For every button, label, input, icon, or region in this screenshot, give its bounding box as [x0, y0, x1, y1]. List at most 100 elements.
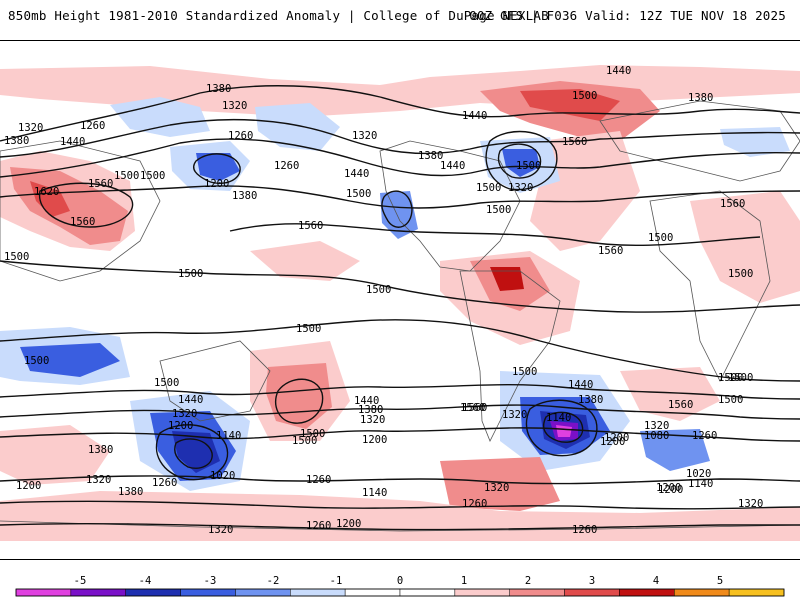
contour-label: 1500 [154, 377, 179, 389]
contour-label: 1560 [668, 399, 693, 411]
contour-label: 1200 [658, 484, 683, 496]
contour-label: 1320 [172, 408, 197, 420]
contour-label: 1200 [604, 432, 629, 444]
contour-label: 1500 [114, 170, 139, 182]
contour-low-hudson-outer [485, 130, 558, 191]
contour-label: 1500 [300, 428, 325, 440]
contour-label: 1440 [178, 394, 203, 406]
contour-label: 1200 [168, 420, 193, 432]
legend-color-bin [344, 588, 401, 597]
contour-label: 1500 [718, 394, 743, 406]
legend-tick: 4 [653, 575, 659, 587]
contour-label: 1200 [600, 436, 625, 448]
legend-color-bin [728, 588, 785, 597]
contour-low-drake [525, 399, 598, 457]
legend-color-bin [290, 588, 346, 597]
contour-label: 1380 [358, 404, 383, 416]
contour-label: 1560 [562, 136, 587, 148]
map-title: 850mb Height 1981-2010 Standardized Anom… [8, 8, 549, 23]
contour-label: 1320 [208, 524, 233, 536]
contour-label: 1560 [598, 245, 623, 257]
contour-label: 1020 [210, 470, 235, 482]
contour-label: 1500 [718, 372, 743, 384]
contour-label: 1200 [204, 178, 229, 190]
map-panel: 1380 1320 1320 1260 1380 1440 1500 1620 … [0, 40, 800, 560]
contour-1500-subtropical [0, 260, 800, 313]
legend-tick: -4 [139, 575, 152, 587]
north-america-coast [379, 140, 521, 272]
legend-tick: 0 [397, 575, 403, 587]
run-info: 00Z GFS | F036 Valid: 12Z TUE NOV 18 202… [469, 8, 786, 23]
anomaly-shading [0, 65, 800, 541]
legend-color-bin [399, 588, 456, 597]
coastlines [0, 100, 800, 532]
contour-label: 1320 [86, 474, 111, 486]
contour-low-kamchatka [192, 153, 241, 185]
contour-1320-north [0, 118, 800, 158]
negative-anomaly-siberia [720, 127, 790, 157]
contour-label: 1500 [178, 268, 203, 280]
contour-label: 1260 [228, 130, 253, 142]
contour-label: 1200 [362, 434, 387, 446]
contour-label: 1200 [656, 482, 681, 494]
contour-label: 1500 [296, 323, 321, 335]
contour-low-drake-inner [542, 411, 584, 443]
contour-label: 1620 [34, 186, 59, 198]
map-canvas: 1380 1320 1320 1260 1380 1440 1500 1620 … [0, 65, 800, 541]
contour-label: 1440 [606, 65, 631, 77]
contour-label: 1380 [4, 135, 29, 147]
contour-label: 1200 [16, 480, 41, 492]
negative-anomaly-core-kamchatka [196, 153, 240, 181]
contour-label: 1140 [688, 478, 713, 490]
contour-label: 1560 [462, 402, 487, 414]
legend-tick: -1 [330, 575, 343, 587]
contour-1380-north [0, 85, 800, 142]
legend-bar: -5 -4 -3 -2 -1 0 1 2 3 4 5 [15, 575, 785, 597]
south-america-coast [459, 270, 561, 442]
contour-label: 1560 [88, 178, 113, 190]
legend-color-bin [15, 588, 72, 597]
positive-anomaly-southwest [0, 425, 110, 485]
contour-label: 1260 [152, 477, 177, 489]
legend-tick: 5 [717, 575, 723, 587]
legend-tick: 2 [525, 575, 531, 587]
peak-negative-anomaly-drake [556, 425, 572, 437]
height-contours [0, 85, 800, 531]
contour-labels: 1380 1320 1320 1260 1380 1440 1500 1620 … [4, 65, 763, 536]
contour-label: 1260 [274, 160, 299, 172]
contour-label: 1140 [216, 430, 241, 442]
contour-label: 1440 [568, 379, 593, 391]
contour-label: 1380 [418, 150, 443, 162]
legend-tick: -5 [74, 575, 87, 587]
negative-anomaly-southindian [640, 429, 710, 471]
contour-label: 1260 [462, 498, 487, 510]
contour-label: 1380 [688, 92, 713, 104]
contour-label: 1260 [306, 474, 331, 486]
contour-label: 1440 [60, 136, 85, 148]
contour-label: 1500 [728, 372, 753, 384]
legend-color-bin [235, 588, 291, 597]
legend-tick: 1 [461, 575, 467, 587]
legend-color-bin [619, 588, 675, 597]
contour-label: 1560 [70, 216, 95, 228]
contour-label: 1500 [24, 355, 49, 367]
contour-label: 1560 [720, 198, 745, 210]
contour-label: 1500 [572, 90, 597, 102]
contour-label: 1500 [292, 435, 317, 447]
positive-anomaly-africa [690, 191, 800, 303]
contour-label: 1500 [516, 160, 541, 172]
negative-anomaly-uswest [380, 191, 418, 239]
contour-label: 1320 [738, 498, 763, 510]
contour-label: 1320 [644, 420, 669, 432]
australia-coast [159, 340, 271, 422]
contour-label: 1140 [546, 412, 571, 424]
legend-color-bin [674, 588, 730, 597]
asia-coast [0, 140, 161, 282]
contour-label: 1500 [476, 182, 501, 194]
header-bar: 850mb Height 1981-2010 Standardized Anom… [0, 0, 800, 36]
legend-color-bin [564, 588, 620, 597]
legend-tick: 3 [589, 575, 595, 587]
contour-label: 1380 [206, 83, 231, 95]
contour-label: 1020 [686, 468, 711, 480]
contour-1380-south [0, 404, 800, 420]
